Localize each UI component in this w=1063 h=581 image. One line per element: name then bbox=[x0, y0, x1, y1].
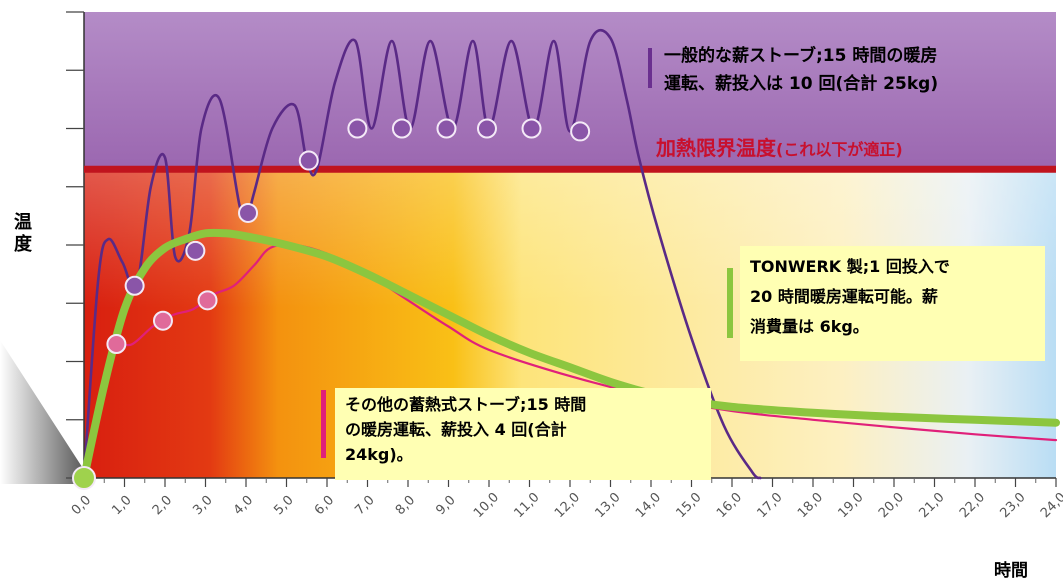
series-layer bbox=[72, 28, 1060, 490]
x-tick-label-12: 12,0 bbox=[552, 490, 583, 521]
x-tick-label-20: 20,0 bbox=[876, 490, 907, 521]
annotation-general-stove: 一般的な薪ストーブ;15 時間の暖房 運転、薪投入は 10 回(合計 25kg) bbox=[664, 42, 1024, 98]
limit-label-note: (これ以下が適正) bbox=[776, 140, 903, 159]
annotation-other-line-2: の暖房運転、薪投入 4 回(合計 bbox=[345, 420, 567, 439]
left-wedge bbox=[0, 340, 84, 484]
x-tick-label-22: 22,0 bbox=[957, 490, 988, 521]
annotation-tonwerk-line-1: TONWERK 製;1 回投入で bbox=[750, 257, 950, 276]
marker-general-2 bbox=[238, 202, 259, 223]
bg-above-limit bbox=[84, 12, 1056, 170]
marker-general-1 bbox=[185, 240, 206, 261]
x-tick-label-1: 1,0 bbox=[109, 493, 134, 518]
annotation-general-line-2: 運転、薪投入は 10 回(合計 25kg) bbox=[664, 74, 939, 94]
x-tick-label-24: 24,0 bbox=[1038, 490, 1063, 521]
x-tick-label-6: 6,0 bbox=[312, 493, 337, 518]
annotation-other-line-3: 24kg)。 bbox=[345, 445, 413, 464]
limit-line-label: 加熱限界温度(これ以下が適正) bbox=[656, 133, 1036, 165]
x-tick-labels: 0,0 1,0 2,0 3,0 4,0 5,0 6,0 7,0 8,0 9,0 10,0 11,0 12… bbox=[69, 490, 1063, 521]
tonwerk-legend-bar bbox=[727, 268, 733, 338]
series-line-general bbox=[82, 28, 762, 480]
marker-general-7 bbox=[476, 118, 497, 139]
x-tick-label-21: 21,0 bbox=[916, 490, 947, 521]
annotation-tonwerk-line-2: 20 時間暖房運転可能。薪 bbox=[750, 287, 938, 306]
axis-frame bbox=[66, 11, 1057, 487]
x-tick-label-17: 17,0 bbox=[754, 490, 785, 521]
annotation-general-line-1: 一般的な薪ストーブ;15 時間の暖房 bbox=[664, 46, 938, 66]
x-tick-label-3: 3,0 bbox=[190, 493, 215, 518]
x-tick-label-9: 9,0 bbox=[433, 493, 458, 518]
x-tick-label-4: 4,0 bbox=[231, 493, 256, 518]
x-tick-label-16: 16,0 bbox=[714, 490, 745, 521]
annotation-other-storage-stove: その他の蓄熱式ストーブ;15 時間 の暖房運転、薪投入 4 回(合計 24kg)… bbox=[335, 388, 711, 480]
x-tick-label-8: 8,0 bbox=[393, 493, 418, 518]
other-legend-bar bbox=[321, 390, 326, 458]
x-tick-label-15: 15,0 bbox=[673, 490, 704, 521]
x-tick-label-19: 19,0 bbox=[835, 490, 866, 521]
annotation-tonwerk: TONWERK 製;1 回投入で 20 時間暖房運転可能。薪 消費量は 6kg。 bbox=[740, 246, 1045, 361]
limit-label-main: 加熱限界温度 bbox=[656, 136, 776, 160]
x-tick-label-5: 5,0 bbox=[271, 493, 296, 518]
marker-general-0 bbox=[124, 275, 145, 296]
marker-general-4 bbox=[347, 118, 368, 139]
x-tick-label-2: 2,0 bbox=[150, 493, 175, 518]
x-tick-label-7: 7,0 bbox=[352, 493, 377, 518]
marker-general-6 bbox=[436, 118, 457, 139]
marker-general-3 bbox=[298, 150, 319, 171]
marker-tonwerk-0 bbox=[72, 466, 96, 490]
x-tick-label-0: 0,0 bbox=[69, 493, 94, 518]
marker-other-1 bbox=[152, 310, 173, 331]
x-tick-label-13: 13,0 bbox=[592, 490, 623, 521]
marker-other-2 bbox=[197, 290, 218, 311]
x-tick-label-18: 18,0 bbox=[795, 490, 826, 521]
annotation-tonwerk-line-3: 消費量は 6kg。 bbox=[750, 317, 869, 336]
series-line-tonwerk bbox=[80, 228, 1060, 482]
marker-general-9 bbox=[570, 121, 591, 142]
marker-other-0 bbox=[106, 334, 127, 355]
y-axis-label: 温度 bbox=[14, 212, 32, 255]
x-axis-label: 時間 bbox=[994, 561, 1028, 581]
x-tick-label-10: 10,0 bbox=[471, 490, 502, 521]
x-tick-label-14: 14,0 bbox=[633, 490, 664, 521]
marker-general-5 bbox=[391, 118, 412, 139]
x-tick-label-23: 23,0 bbox=[997, 490, 1028, 521]
annotation-other-line-1: その他の蓄熱式ストーブ;15 時間 bbox=[345, 395, 587, 414]
general-legend-bar bbox=[648, 48, 652, 88]
x-tick-label-11: 11,0 bbox=[511, 490, 542, 521]
marker-general-8 bbox=[521, 118, 542, 139]
